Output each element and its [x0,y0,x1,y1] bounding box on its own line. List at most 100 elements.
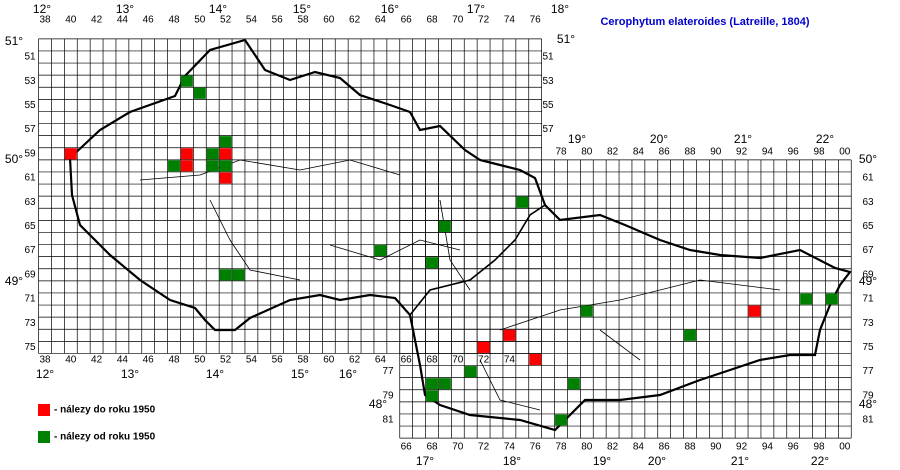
map-outline [68,38,852,432]
record-square [567,378,580,390]
column-label: 60 [323,355,335,366]
column-label: 48 [168,355,180,366]
column-label: 44 [117,355,129,366]
latitude-label: 50° [859,152,877,166]
latitude-label: 49° [5,274,23,288]
row-label: 79 [862,390,874,401]
column-label: 64 [375,355,387,366]
column-label: 60 [323,15,335,26]
record-square [374,245,387,257]
longitude-label: 12° [36,367,54,381]
column-label: 72 [478,15,490,26]
column-label: 78 [555,147,567,158]
row-label: 63 [24,197,36,208]
longitude-label: 13° [121,367,139,381]
column-label: 54 [246,355,258,366]
column-label: 42 [91,355,103,366]
column-label: 82 [607,147,619,158]
longitude-label: 15° [291,367,309,381]
row-label: 69 [862,269,874,280]
longitude-label: 18° [503,454,521,468]
column-label: 76 [530,442,542,453]
longitude-label: 13° [116,2,134,16]
column-label: 66 [401,442,413,453]
column-label: 92 [736,442,748,453]
row-label: 67 [862,245,874,256]
longitude-label: 16° [381,2,399,16]
column-label: 00 [839,147,851,158]
latitude-label: 51° [5,34,23,48]
longitude-label: 22° [811,454,829,468]
record-square [580,305,593,317]
column-label: 78 [555,442,567,453]
map-title: Cerophytum elateroides (Latreille, 1804) [600,16,809,28]
column-label: 40 [65,355,77,366]
column-label: 74 [504,355,516,366]
column-label: 64 [375,15,387,26]
legend-label: - nálezy od roku 1950 [54,432,156,443]
row-label: 53 [24,76,36,87]
record-square [529,353,542,366]
longitude-label: 21° [734,132,752,146]
record-square [800,293,813,305]
column-label: 82 [607,442,619,453]
column-label: 00 [839,442,851,453]
record-square [232,269,245,281]
column-label: 62 [349,15,361,26]
row-label: 81 [862,415,874,426]
row-label: 73 [24,318,36,329]
row-label: 77 [382,366,394,377]
record-square [219,160,232,172]
column-label: 72 [478,355,490,366]
longitude-label: 16° [339,367,357,381]
record-square [219,148,232,160]
column-label: 58 [297,15,309,26]
column-label: 50 [194,355,206,366]
column-label: 96 [788,442,800,453]
column-label: 66 [401,355,413,366]
column-label: 88 [684,147,696,158]
record-square [180,75,193,87]
row-label: 61 [24,173,36,184]
column-label: 76 [530,15,542,26]
legend-label: - nálezy do roku 1950 [54,405,156,416]
column-label: 38 [39,355,51,366]
longitude-label: 17° [467,2,485,16]
longitude-label: 19° [593,454,611,468]
row-label: 79 [382,390,394,401]
row-label: 73 [862,318,874,329]
record-square [219,136,232,148]
column-label: 72 [478,442,490,453]
column-label: 90 [710,147,722,158]
record-square [426,390,438,402]
column-label: 70 [452,442,464,453]
latitude-label: 48° [369,397,387,411]
record-square [180,148,193,160]
record-square [219,269,232,281]
longitude-label: 19° [568,132,586,146]
longitude-label: 18° [551,2,569,16]
column-label: 80 [581,147,593,158]
column-label: 68 [426,442,438,453]
record-square [168,160,180,172]
longitude-label: 14° [206,367,224,381]
row-label: 75 [24,342,36,353]
column-label: 48 [168,15,180,26]
column-label: 62 [349,355,361,366]
longitude-label: 14° [209,2,227,16]
column-label: 38 [39,15,51,26]
row-label: 65 [862,221,874,232]
longitude-label: 15° [293,2,311,16]
column-label: 90 [710,442,722,453]
record-square [825,293,838,305]
column-label: 70 [452,355,464,366]
column-label: 98 [813,442,825,453]
longitude-label: 17° [416,454,434,468]
column-label: 84 [633,442,645,453]
legend-swatch [38,431,50,443]
column-label: 68 [426,15,438,26]
latitude-label: 49° [859,274,877,288]
row-label: 67 [24,245,36,256]
record-square [684,329,696,341]
row-label: 61 [862,173,874,184]
